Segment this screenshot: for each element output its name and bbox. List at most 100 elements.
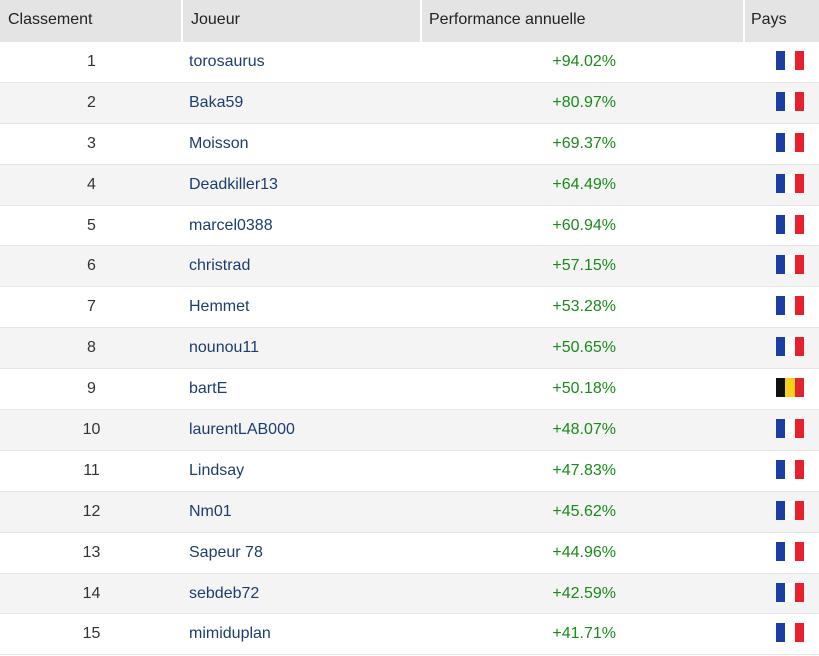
flag-stripe	[794, 419, 804, 439]
country-flag	[776, 582, 804, 602]
table-row: 11 Lindsay +47.83%	[0, 451, 819, 492]
country-flag	[776, 132, 804, 152]
flag-stripe	[785, 582, 795, 602]
table-row: 3 Moisson +69.37%	[0, 124, 819, 165]
flag-stripe	[794, 173, 804, 193]
performance-cell: +41.71%	[552, 625, 616, 643]
performance-cell: +60.94%	[552, 216, 616, 234]
flag-stripe	[794, 582, 804, 602]
country-cell	[745, 83, 819, 123]
rank-cell: 4	[87, 175, 96, 193]
table-row: 7 Hemmet +53.28%	[0, 287, 819, 329]
country-cell	[745, 492, 819, 532]
player-link[interactable]: Baka59	[189, 93, 244, 111]
rank-cell: 3	[87, 134, 96, 152]
rank-cell: 11	[83, 461, 100, 479]
player-link[interactable]: Deadkiller13	[189, 175, 278, 193]
country-flag	[776, 214, 804, 234]
player-link[interactable]: sebdeb72	[189, 584, 260, 602]
rank-cell: 14	[82, 584, 101, 602]
country-cell	[745, 410, 819, 450]
player-link[interactable]: Lindsay	[189, 461, 245, 479]
header-cell[interactable]: Pays	[751, 11, 787, 28]
performance-cell: +57.15%	[552, 257, 616, 275]
player-link[interactable]: mimiduplan	[189, 625, 271, 643]
flag-stripe	[785, 255, 795, 275]
player-link[interactable]: Moisson	[189, 134, 249, 152]
table-row: 10 laurentLAB000 +48.07%	[0, 410, 819, 451]
country-cell	[745, 369, 819, 409]
flag-stripe	[776, 255, 786, 275]
flag-stripe	[785, 132, 795, 152]
flag-stripe	[785, 541, 795, 561]
country-cell	[745, 287, 819, 327]
flag-stripe	[794, 623, 804, 643]
country-flag	[776, 337, 804, 357]
rank-cell: 6	[87, 257, 96, 275]
table-row: 4 Deadkiller13 +64.49%	[0, 164, 819, 206]
flag-stripe	[794, 255, 804, 275]
flag-stripe	[776, 623, 786, 643]
table-row: 14 sebdeb72 +42.59%	[0, 573, 819, 615]
country-cell	[745, 246, 819, 286]
performance-cell: +53.28%	[552, 298, 616, 316]
performance-cell: +50.65%	[552, 339, 616, 357]
flag-stripe	[776, 541, 786, 561]
flag-stripe	[794, 296, 804, 316]
player-link[interactable]: Hemmet	[189, 298, 250, 316]
flag-stripe	[785, 91, 795, 111]
country-flag	[776, 419, 804, 439]
player-link[interactable]: bartE	[189, 380, 228, 398]
country-cell	[745, 574, 819, 614]
rank-cell: 2	[87, 93, 96, 111]
flag-stripe	[776, 214, 786, 234]
country-flag	[776, 459, 804, 479]
performance-cell: +80.97%	[552, 93, 616, 111]
flag-stripe	[776, 296, 786, 316]
flag-stripe	[776, 91, 786, 111]
header-cell[interactable]: Classement	[0, 0, 183, 42]
player-link[interactable]: christrad	[189, 257, 251, 275]
rank-cell: 9	[87, 380, 96, 398]
performance-cell: +94.02%	[552, 52, 616, 70]
country-flag	[776, 173, 804, 193]
flag-stripe	[776, 378, 786, 398]
performance-cell: +44.96%	[552, 543, 616, 561]
country-cell	[745, 165, 819, 205]
country-cell	[745, 124, 819, 164]
performance-cell: +45.62%	[552, 502, 616, 520]
player-link[interactable]: Nm01	[189, 502, 232, 520]
player-link[interactable]: nounou11	[189, 339, 259, 357]
flag-stripe	[776, 132, 786, 152]
flag-stripe	[785, 459, 795, 479]
player-link[interactable]: marcel0388	[189, 216, 273, 234]
flag-stripe	[794, 214, 804, 234]
flag-stripe	[776, 173, 786, 193]
flag-stripe	[794, 91, 804, 111]
country-cell	[745, 614, 819, 654]
table-row: 5 marcel0388 +60.94%	[0, 206, 819, 247]
rank-cell: 1	[87, 52, 96, 70]
player-link[interactable]: torosaurus	[189, 52, 265, 70]
country-flag	[776, 91, 804, 111]
rank-cell: 12	[82, 502, 101, 520]
flag-stripe	[776, 51, 786, 70]
flag-stripe	[794, 459, 804, 479]
header-cell[interactable]: Performance annuelle	[422, 0, 745, 42]
country-cell	[745, 206, 819, 246]
player-link[interactable]: Sapeur 78	[189, 543, 263, 561]
rank-cell: 8	[87, 339, 96, 357]
player-link[interactable]: laurentLAB000	[189, 420, 295, 438]
country-cell	[745, 533, 819, 573]
country-flag	[776, 378, 804, 398]
flag-stripe	[785, 214, 795, 234]
table-row: 12 Nm01 +45.62%	[0, 491, 819, 533]
table-row: 8 nounou11 +50.65%	[0, 328, 819, 370]
flag-stripe	[785, 296, 795, 316]
rank-cell: 13	[82, 543, 101, 561]
header-cell[interactable]: Joueur	[183, 0, 422, 42]
performance-cell: +48.07%	[552, 420, 616, 438]
flag-stripe	[776, 500, 786, 520]
rank-cell: 7	[87, 298, 96, 316]
